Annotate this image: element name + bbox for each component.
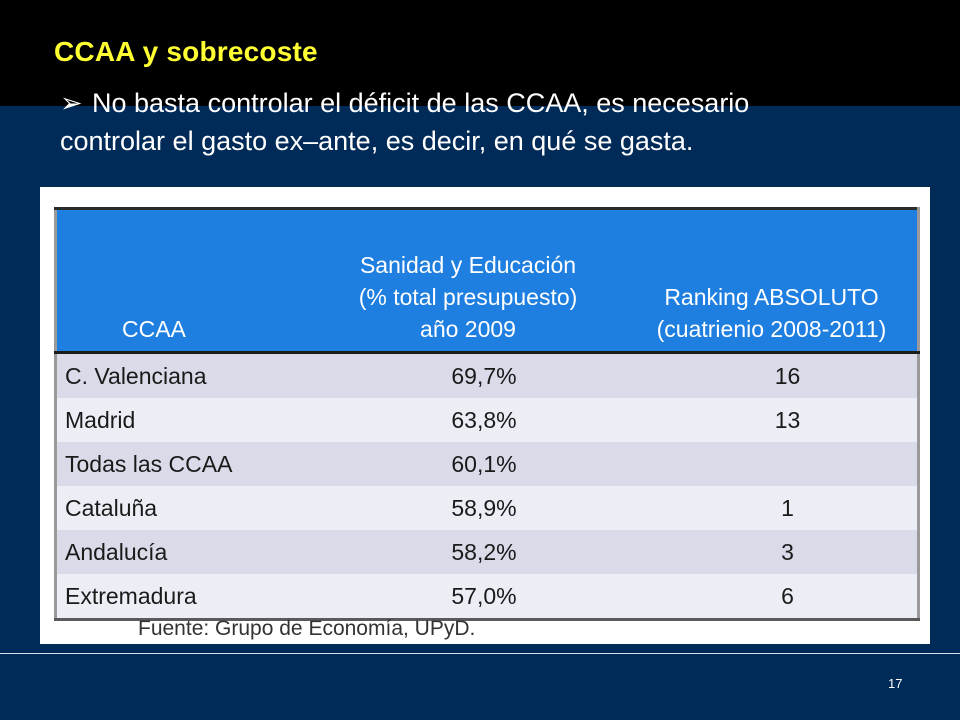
cell-rank: 16 — [626, 352, 919, 398]
bullet-text: ➢ No basta controlar el déficit de las CC… — [60, 84, 920, 160]
cell-pct: 58,2% — [310, 530, 626, 574]
cell-rank: 3 — [626, 530, 919, 574]
source-note: Fuente: Grupo de Economía, UPyD. — [138, 617, 476, 640]
table-row: Cataluña 58,9% 1 — [55, 486, 919, 530]
cell-ccaa: C. Valenciana — [55, 352, 310, 398]
cell-rank: 13 — [626, 398, 919, 442]
header-ranking: Ranking ABSOLUTO (cuatrienio 2008-2011) — [626, 208, 919, 354]
header-col3-line1: Ranking ABSOLUTO — [664, 284, 879, 310]
bullet-line-1: No basta controlar el déficit de las CCA… — [92, 88, 750, 118]
cell-ccaa: Extremadura — [55, 574, 310, 621]
table-image: CCAA Sanidad y Educación (% total presup… — [40, 187, 930, 644]
header-col3-line2: (cuatrienio 2008-2011) — [656, 316, 887, 342]
bullet-line-2: controlar el gasto ex–ante, es decir, en… — [60, 126, 694, 156]
header-ccaa: CCAA — [55, 208, 310, 354]
cell-rank — [626, 442, 919, 486]
slide-title: CCAA y sobrecoste — [54, 36, 318, 67]
table-header-row: CCAA Sanidad y Educación (% total presup… — [55, 208, 919, 354]
cell-pct: 63,8% — [310, 398, 626, 442]
arrow-bullet-icon: ➢ — [60, 88, 83, 118]
table-row: C. Valenciana 69,7% 16 — [55, 352, 919, 398]
cell-ccaa: Cataluña — [55, 486, 310, 530]
table-row: Todas las CCAA 60,1% — [55, 442, 919, 486]
header-sanidad-educacion: Sanidad y Educación (% total presupuesto… — [310, 208, 626, 354]
cell-rank: 6 — [626, 574, 919, 621]
cell-pct: 69,7% — [310, 352, 626, 398]
table-row: Extremadura 57,0% 6 — [55, 574, 919, 621]
header-col2-line2: (% total presupuesto) — [358, 284, 578, 310]
cell-ccaa: Andalucía — [55, 530, 310, 574]
data-table: CCAA Sanidad y Educación (% total presup… — [54, 207, 920, 621]
cell-pct: 57,0% — [310, 574, 626, 621]
footer-divider — [0, 653, 960, 654]
cell-rank: 1 — [626, 486, 919, 530]
table-row: Madrid 63,8% 13 — [55, 398, 919, 442]
header-col2-line1: Sanidad y Educación — [359, 252, 577, 278]
top-band — [0, 0, 960, 106]
cell-pct: 60,1% — [310, 442, 626, 486]
header-col2-line3: año 2009 — [420, 316, 516, 342]
cell-pct: 58,9% — [310, 486, 626, 530]
cell-ccaa: Madrid — [55, 398, 310, 442]
table-row: Andalucía 58,2% 3 — [55, 530, 919, 574]
page-number: 17 — [888, 676, 903, 691]
cell-ccaa: Todas las CCAA — [55, 442, 310, 486]
